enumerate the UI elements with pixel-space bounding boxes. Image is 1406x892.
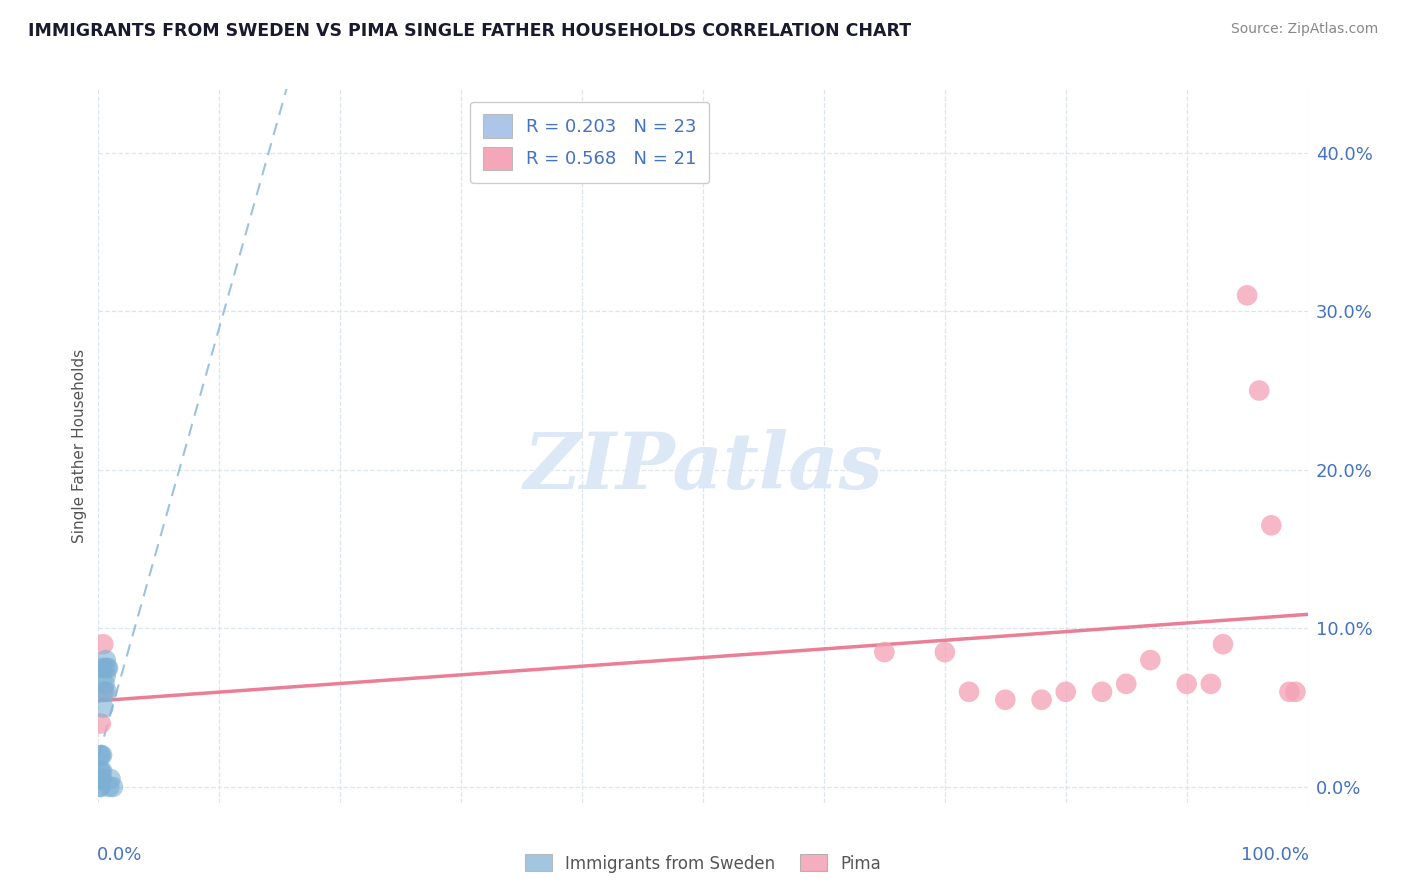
Point (91, 685, 114, 699)
Text: 0.0%: 0.0% (97, 846, 142, 863)
Point (91, 700, 114, 714)
Point (93, 685, 115, 699)
Y-axis label: Single Father Households: Single Father Households (72, 349, 87, 543)
Point (1139, 653, 1161, 667)
Point (1236, 288, 1258, 302)
Point (91, 748, 114, 763)
Point (90, 748, 112, 763)
Point (91, 661, 114, 675)
Point (89, 764, 111, 778)
Point (100, 772, 122, 786)
Point (93, 677, 115, 691)
Point (873, 645, 896, 659)
Point (934, 645, 956, 659)
Point (1212, 637, 1234, 651)
Point (94, 669, 117, 683)
Point (90, 716, 112, 731)
Point (97, 661, 120, 675)
Point (994, 692, 1017, 706)
Point (1054, 685, 1077, 699)
Point (1199, 677, 1222, 691)
Point (90, 772, 112, 786)
Point (1175, 677, 1198, 691)
Point (96, 661, 118, 675)
Point (101, 780, 124, 794)
Point (1260, 518, 1282, 533)
Point (1115, 677, 1137, 691)
Point (96, 685, 118, 699)
Point (1031, 692, 1053, 706)
Point (89, 780, 111, 794)
Text: 100.0%: 100.0% (1240, 846, 1309, 863)
Point (1249, 384, 1271, 398)
Legend: Immigrants from Sweden, Pima: Immigrants from Sweden, Pima (519, 847, 887, 880)
Point (90, 764, 112, 778)
Point (91, 637, 114, 651)
Point (93, 661, 115, 675)
Text: ZIPatlas: ZIPatlas (523, 429, 883, 506)
Point (91, 772, 114, 786)
Legend: R = 0.203   N = 23, R = 0.568   N = 21: R = 0.203 N = 23, R = 0.568 N = 21 (470, 102, 709, 183)
Point (89, 772, 111, 786)
Text: Source: ZipAtlas.com: Source: ZipAtlas.com (1230, 22, 1378, 37)
Text: IMMIGRANTS FROM SWEDEN VS PIMA SINGLE FATHER HOUSEHOLDS CORRELATION CHART: IMMIGRANTS FROM SWEDEN VS PIMA SINGLE FA… (28, 22, 911, 40)
Point (957, 685, 980, 699)
Point (90, 780, 112, 794)
Point (89, 748, 111, 763)
Point (1284, 685, 1306, 699)
Point (1278, 685, 1301, 699)
Point (91, 764, 114, 778)
Point (94, 653, 117, 667)
Point (98, 780, 121, 794)
Point (1091, 685, 1114, 699)
